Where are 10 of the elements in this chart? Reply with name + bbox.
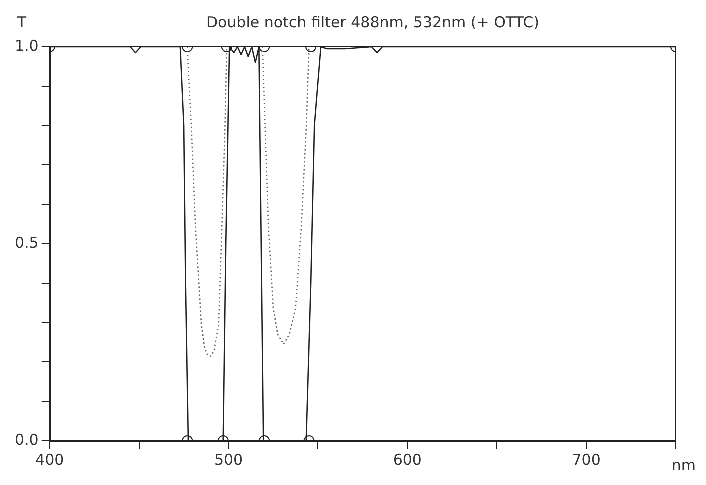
x-tick-label: 400 xyxy=(36,450,64,469)
chart-title: Double notch filter 488nm, 532nm (+ OTTC) xyxy=(206,13,540,32)
y-axis-title: T xyxy=(16,13,28,32)
y-tick-label: 1.0 xyxy=(14,36,39,55)
x-tick-label: 600 xyxy=(393,450,422,469)
x-axis-title: nm xyxy=(672,456,696,474)
y-tick-label: 0.0 xyxy=(14,430,39,449)
y-tick-label: 0.5 xyxy=(14,234,39,252)
x-tick-label: 700 xyxy=(572,450,601,469)
x-tick-label: 500 xyxy=(214,450,244,469)
